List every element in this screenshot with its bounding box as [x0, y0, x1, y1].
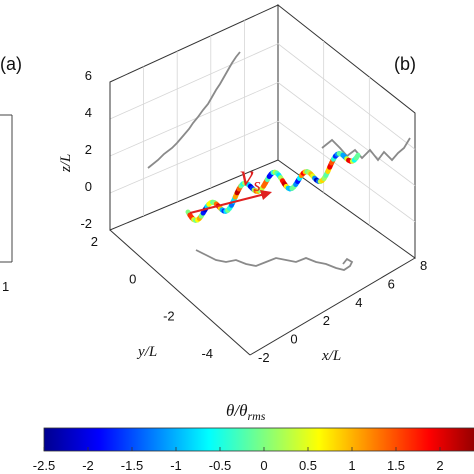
colorbar-tick-label: 0: [260, 458, 267, 473]
z-axis-label: z/L: [58, 154, 74, 173]
colorbar-tick-label: -1: [170, 458, 182, 473]
colorbar-tick-label: 2: [436, 458, 443, 473]
left-panel-fragment: 1: [0, 114, 13, 294]
y-tick-label: 2: [91, 234, 98, 249]
colorbar-label-sub: rms: [247, 409, 265, 423]
y-axis-label: y/L: [136, 344, 157, 360]
x-tick-label: -2: [258, 350, 270, 365]
z-tick-label: 6: [85, 68, 92, 83]
y-axis: -4 -2 0 2: [91, 234, 213, 361]
x-tick-label: 6: [388, 276, 395, 291]
x-tick-label: 8: [420, 258, 427, 273]
y-tick-label: -2: [163, 309, 175, 324]
back-walls: [109, 3, 416, 259]
x-tick-label: 0: [290, 332, 297, 347]
z-tick-label: 2: [85, 142, 92, 157]
velocity-label: vs: [240, 159, 261, 196]
velocity-symbol: v: [240, 159, 254, 192]
back-wall-projection-2: [321, 137, 411, 162]
colorbar-label-main: θ/θ: [226, 401, 247, 420]
colorbar-tick-label: 0.5: [299, 458, 317, 473]
back-wall-projection-1: [147, 51, 241, 169]
velocity-subscript: s: [253, 175, 260, 196]
colorbar-tick-label: 1.5: [387, 458, 405, 473]
x-axis-label: x/L: [321, 348, 341, 364]
box-frame: [109, 82, 416, 356]
projection-paths: [147, 51, 411, 271]
colorbar-tick-label: -2.5: [33, 458, 55, 473]
z-axis: -2 0 2 4 6: [80, 68, 92, 231]
floor-projection: [195, 249, 354, 271]
colorbar-tick-label: 1: [348, 458, 355, 473]
colorbar-label: θ/θrms: [226, 401, 266, 423]
z-tick-label: 0: [85, 179, 92, 194]
colorbar-tick-label: -0.5: [209, 458, 231, 473]
velocity-arrow: [189, 190, 272, 214]
z-tick-label: -2: [80, 216, 92, 231]
colorbar: [43, 427, 474, 452]
y-tick-label: -4: [201, 346, 213, 361]
colorbar-tick-label: -2: [82, 458, 94, 473]
panel-label-b: (b): [394, 54, 416, 74]
panel-label-a: (a): [0, 54, 22, 74]
x-tick-label: 2: [323, 313, 330, 328]
colorbar-tick-label: -1.5: [121, 458, 143, 473]
trajectory: [185, 151, 361, 223]
colorbar-ticks: -2.5-2-1.5-1-0.500.511.522: [33, 447, 444, 473]
x-tick-label: 4: [355, 295, 362, 310]
z-tick-label: 4: [85, 105, 92, 120]
left-tick-1: 1: [2, 279, 9, 294]
x-axis: -2 0 2 4 6 8: [258, 258, 427, 365]
trajectory-segment: [353, 152, 361, 161]
y-tick-label: 0: [129, 271, 136, 286]
